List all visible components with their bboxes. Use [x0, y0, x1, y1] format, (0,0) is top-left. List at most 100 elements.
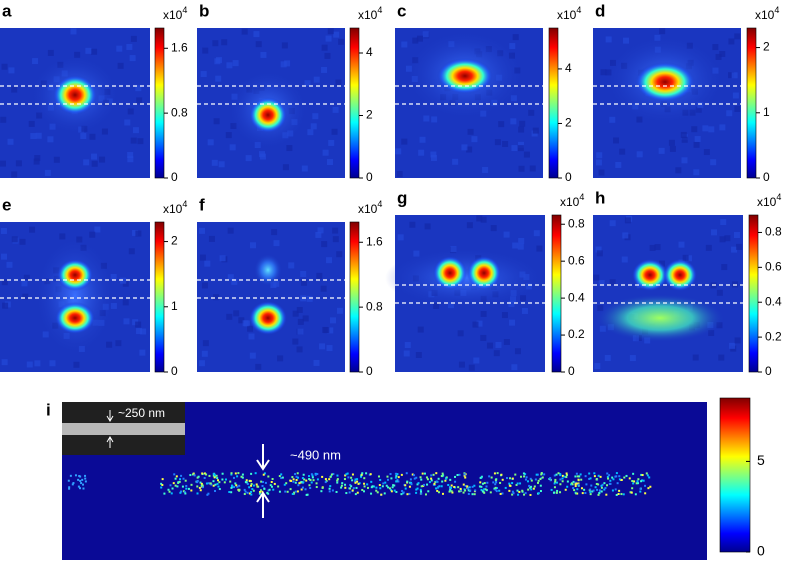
noise	[694, 136, 701, 143]
speckle	[625, 474, 628, 477]
speckle	[589, 490, 592, 493]
speckle	[169, 484, 172, 487]
speckle	[296, 490, 299, 493]
noise	[127, 108, 134, 115]
speckle	[430, 477, 433, 480]
speckle	[644, 492, 647, 495]
noise	[619, 148, 626, 155]
speckle	[600, 486, 603, 489]
noise	[621, 256, 628, 263]
noise	[215, 75, 222, 82]
speckle	[504, 486, 507, 489]
speckle	[351, 479, 354, 482]
speckle	[377, 475, 380, 478]
speckle	[180, 490, 183, 493]
exponent: 4	[182, 199, 187, 209]
speckle	[426, 478, 429, 481]
speckle	[543, 473, 546, 476]
noise	[396, 171, 403, 178]
noise	[532, 127, 539, 134]
noise	[609, 220, 616, 227]
speckle	[382, 482, 385, 485]
speckle	[243, 488, 246, 491]
speckle	[609, 482, 612, 485]
noise	[675, 167, 682, 174]
noise	[495, 341, 502, 348]
speckle	[272, 488, 275, 491]
speckle	[308, 478, 311, 481]
noise	[595, 159, 602, 166]
noise	[523, 151, 530, 158]
noise	[692, 354, 699, 361]
noise	[313, 359, 320, 366]
speckle	[270, 485, 273, 488]
noise	[609, 279, 616, 286]
colorbar	[154, 221, 165, 373]
noise	[471, 136, 478, 143]
noise	[136, 328, 143, 335]
noise	[128, 248, 135, 255]
noise	[212, 40, 219, 47]
speckle	[454, 480, 457, 483]
speckle	[511, 493, 514, 496]
speckle	[573, 489, 576, 492]
noise	[721, 264, 728, 271]
spot	[635, 62, 695, 102]
speckle	[217, 479, 220, 482]
speckle	[520, 475, 523, 478]
panel: h x104 0 0.2 0.4 0.6 0.8	[593, 188, 782, 378]
noise	[202, 47, 209, 54]
speckle	[79, 475, 82, 478]
noise	[296, 306, 303, 313]
speckle	[67, 479, 70, 482]
noise	[629, 355, 636, 362]
speckle	[608, 474, 611, 477]
speckle	[384, 481, 387, 484]
noise	[273, 280, 280, 287]
speckle	[212, 484, 215, 487]
exponent: 4	[182, 5, 187, 15]
speckle	[161, 484, 164, 487]
speckle	[343, 478, 346, 481]
speckle	[533, 485, 536, 488]
noise	[253, 31, 260, 38]
multiplier: x104	[755, 5, 779, 22]
noise	[221, 39, 228, 46]
spot	[53, 75, 97, 115]
speckle	[295, 475, 298, 478]
speckle	[444, 479, 447, 482]
noise	[321, 241, 328, 248]
speckle	[213, 474, 216, 477]
speckle	[218, 488, 221, 491]
speckle	[248, 492, 251, 495]
tick-label: 0.2	[568, 327, 585, 341]
noise	[0, 116, 7, 123]
speckle	[437, 477, 440, 480]
tick-label: 0	[366, 364, 373, 378]
noise	[719, 236, 726, 243]
speckle	[578, 475, 581, 478]
speckle	[561, 474, 564, 477]
speckle	[509, 484, 512, 487]
speckle	[415, 491, 418, 494]
speckle	[549, 477, 552, 480]
speckle	[196, 485, 199, 488]
noise	[509, 43, 516, 50]
noise	[482, 166, 489, 173]
noise	[623, 37, 630, 44]
noise	[412, 37, 419, 44]
noise	[74, 51, 81, 58]
speckle	[550, 488, 553, 491]
speckle	[214, 490, 217, 493]
noise	[307, 129, 314, 136]
speckle	[437, 486, 440, 489]
speckle	[606, 475, 609, 478]
speckle	[315, 482, 318, 485]
speckle	[540, 472, 543, 475]
speckle	[557, 472, 560, 475]
noise	[226, 313, 233, 320]
noise	[327, 327, 334, 334]
speckle	[184, 492, 187, 495]
speckle	[309, 479, 312, 482]
speckle	[527, 488, 530, 491]
